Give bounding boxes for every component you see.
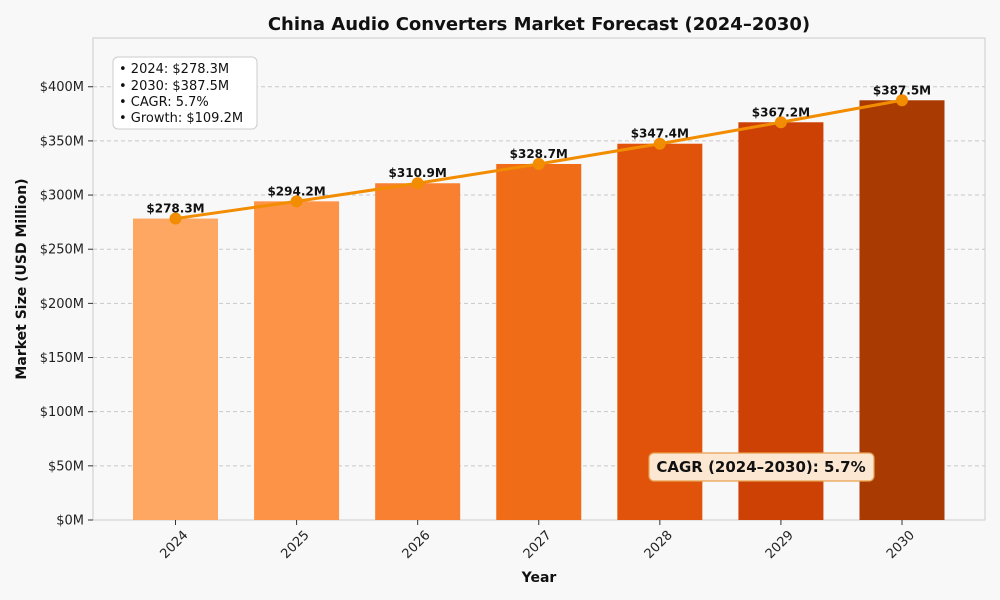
x-tick-label: 2028 bbox=[642, 528, 676, 562]
y-tick-label: $100M bbox=[40, 405, 84, 420]
bar-2025 bbox=[254, 201, 340, 520]
cagr-annotation: CAGR (2024–2030): 5.7% bbox=[648, 452, 875, 482]
trend-point bbox=[532, 157, 545, 170]
trend-point bbox=[896, 94, 908, 107]
y-tick-label: $50M bbox=[48, 459, 84, 474]
x-axis-ticks: 2024 2025 2026 2027 2028 2029 2030 bbox=[157, 520, 918, 562]
bar-value-labels: $278.3M $294.2M $310.9M $328.7M $347.4M $367.… bbox=[146, 83, 931, 215]
bar-value-label: $347.4M bbox=[631, 127, 689, 141]
bar-2026 bbox=[375, 183, 461, 521]
bar-value-label: $310.9M bbox=[389, 166, 447, 180]
x-tick-label: 2025 bbox=[279, 528, 313, 562]
x-tick-label: 2027 bbox=[521, 528, 555, 562]
trend-point bbox=[290, 195, 303, 208]
bar-value-label: $328.7M bbox=[510, 147, 568, 161]
bar-value-label: $278.3M bbox=[146, 202, 204, 216]
y-tick-label: $200M bbox=[40, 297, 84, 312]
trend-point bbox=[411, 177, 424, 190]
y-tick-label: $0M bbox=[56, 514, 84, 529]
y-axis-label: Market Size (USD Million) bbox=[14, 178, 30, 379]
bar-value-label: $387.5M bbox=[873, 83, 931, 97]
bar-2024 bbox=[133, 218, 218, 520]
stats-box: • 2024: $278.3M • 2030: $387.5M • CAGR: … bbox=[112, 56, 258, 130]
x-tick-label: 2026 bbox=[400, 528, 434, 562]
bars bbox=[133, 100, 945, 521]
x-axis-label: Year bbox=[521, 570, 557, 586]
bar-value-label: $367.2M bbox=[752, 105, 810, 119]
trend-line-group bbox=[169, 94, 908, 225]
trend-point bbox=[653, 137, 666, 150]
x-tick-label: 2029 bbox=[763, 528, 797, 562]
y-tick-label: $250M bbox=[40, 243, 84, 258]
chart-title: China Audio Converters Market Forecast (… bbox=[268, 14, 810, 35]
trend-point bbox=[169, 212, 182, 225]
y-tick-label: $350M bbox=[40, 134, 84, 149]
trend-point bbox=[774, 116, 787, 129]
x-tick-label: 2030 bbox=[884, 528, 918, 562]
cagr-annotation-text: CAGR (2024–2030): 5.7% bbox=[656, 458, 865, 476]
bar-value-label: $294.2M bbox=[267, 184, 325, 198]
x-tick-label: 2024 bbox=[157, 528, 191, 562]
stats-line: • 2030: $387.5M bbox=[119, 79, 229, 94]
bar-2030 bbox=[859, 100, 945, 521]
y-tick-label: $150M bbox=[40, 351, 84, 366]
stats-line: • 2024: $278.3M bbox=[119, 62, 229, 77]
y-axis-ticks: $0M $50M $100M $150M $200M $250M $300M $350M $40… bbox=[40, 80, 93, 529]
y-tick-label: $400M bbox=[40, 80, 84, 95]
bar-2027 bbox=[496, 163, 582, 520]
stats-line: • Growth: $109.2M bbox=[119, 111, 243, 126]
y-tick-label: $300M bbox=[40, 189, 84, 204]
stats-line: • CAGR: 5.7% bbox=[119, 95, 209, 110]
